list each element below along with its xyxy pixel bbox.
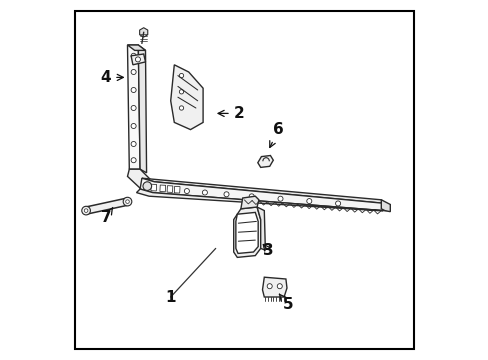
- Polygon shape: [131, 54, 145, 65]
- Polygon shape: [257, 156, 273, 167]
- Text: 7: 7: [101, 207, 113, 225]
- Polygon shape: [257, 207, 265, 250]
- Bar: [174, 186, 180, 193]
- Circle shape: [131, 141, 136, 147]
- Circle shape: [142, 182, 151, 190]
- Circle shape: [135, 57, 140, 62]
- Polygon shape: [85, 198, 128, 214]
- Polygon shape: [381, 200, 389, 212]
- Circle shape: [266, 284, 272, 289]
- Circle shape: [131, 158, 136, 163]
- Circle shape: [81, 206, 90, 215]
- Circle shape: [179, 106, 183, 110]
- Circle shape: [131, 87, 136, 93]
- Circle shape: [306, 199, 311, 204]
- Bar: [151, 184, 156, 191]
- Polygon shape: [142, 178, 384, 203]
- Circle shape: [131, 69, 136, 75]
- Circle shape: [184, 189, 189, 194]
- Bar: [160, 185, 165, 192]
- Polygon shape: [136, 189, 382, 211]
- Bar: [167, 186, 172, 193]
- Text: 1: 1: [165, 289, 176, 305]
- Polygon shape: [233, 207, 260, 257]
- Circle shape: [277, 284, 282, 289]
- Circle shape: [131, 53, 136, 58]
- Polygon shape: [127, 169, 154, 192]
- Circle shape: [84, 209, 88, 212]
- Polygon shape: [140, 178, 389, 211]
- Circle shape: [277, 196, 283, 201]
- Circle shape: [131, 105, 136, 111]
- Circle shape: [123, 197, 132, 206]
- Polygon shape: [241, 196, 258, 209]
- Circle shape: [125, 200, 129, 203]
- Circle shape: [131, 123, 136, 129]
- Polygon shape: [138, 45, 146, 173]
- Polygon shape: [170, 65, 203, 130]
- Polygon shape: [127, 45, 145, 50]
- Circle shape: [224, 192, 228, 197]
- Circle shape: [335, 201, 340, 206]
- Text: 4: 4: [101, 70, 123, 85]
- Polygon shape: [262, 277, 286, 297]
- Circle shape: [179, 90, 183, 94]
- Polygon shape: [140, 28, 147, 37]
- Text: 3: 3: [262, 243, 273, 258]
- Circle shape: [202, 190, 207, 195]
- Polygon shape: [127, 45, 140, 169]
- Text: 2: 2: [218, 106, 244, 121]
- Circle shape: [179, 73, 183, 78]
- Text: 5: 5: [279, 294, 292, 312]
- Polygon shape: [235, 212, 258, 253]
- Circle shape: [249, 194, 254, 199]
- Text: 6: 6: [269, 122, 284, 148]
